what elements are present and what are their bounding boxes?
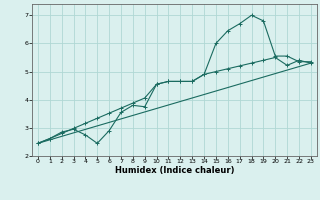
- X-axis label: Humidex (Indice chaleur): Humidex (Indice chaleur): [115, 166, 234, 175]
